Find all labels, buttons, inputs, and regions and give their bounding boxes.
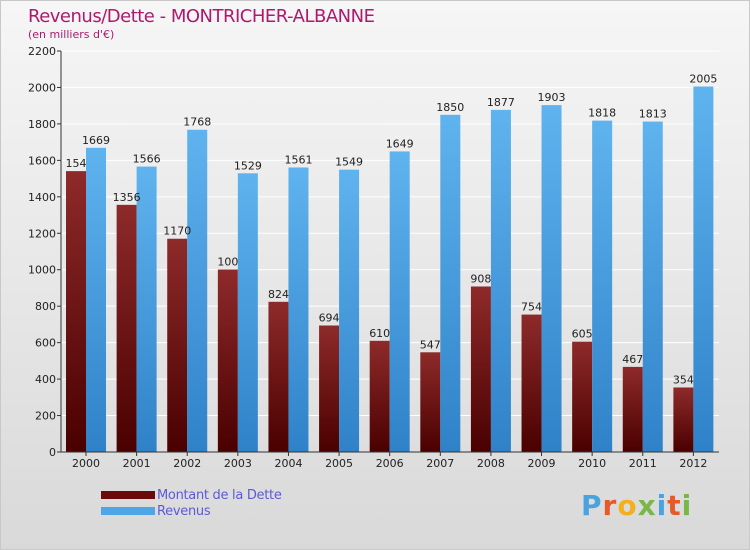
bar-revenue: [187, 129, 208, 452]
data-label-revenue: 1561: [284, 153, 312, 166]
logo-letter: x: [637, 489, 657, 522]
data-label-debt: 467: [622, 353, 643, 366]
bar-debt: [369, 340, 390, 452]
bar-debt: [66, 171, 86, 452]
x-tick-label: 2005: [325, 457, 353, 470]
data-label-debt: 908: [470, 272, 491, 285]
logo-letter: r: [602, 489, 618, 522]
y-tick-label: 1400: [28, 191, 56, 204]
y-tick-label: 1200: [28, 227, 56, 240]
data-label-debt: 354: [673, 373, 694, 386]
bar-revenue: [136, 166, 157, 452]
data-label-revenue: 1529: [234, 159, 262, 172]
logo-letter: i: [656, 489, 668, 522]
data-labels: 154 1669 1356 1566 1170 1768 100 1529 824 1561 694…: [66, 73, 718, 387]
legend-swatch-debt: [101, 491, 155, 499]
data-label-revenue: 2005: [689, 73, 717, 86]
data-label-debt: 1170: [163, 225, 191, 238]
x-tick-label: 2002: [173, 457, 201, 470]
bar-revenue: [440, 114, 461, 452]
logo-letter: o: [617, 489, 638, 522]
x-tick-label: 2004: [274, 457, 302, 470]
bars: [66, 86, 714, 453]
proxiti-logo: Proxiti: [581, 489, 692, 522]
x-tick-label: 2006: [376, 457, 404, 470]
x-tick-label: 2010: [578, 457, 606, 470]
chart-title: Revenus/Dette - MONTRICHER-ALBANNE: [28, 6, 375, 27]
y-tick-label: 1000: [28, 264, 56, 277]
bar-debt: [167, 238, 188, 452]
bar-revenue: [339, 169, 360, 452]
data-label-debt: 694: [319, 312, 340, 325]
logo-letter: P: [581, 489, 603, 522]
bar-revenue: [389, 151, 410, 453]
legend: Montant de la Dette Revenus: [101, 487, 282, 519]
logo-letter: t: [667, 489, 682, 522]
bar-debt: [420, 352, 441, 452]
data-label-revenue: 1566: [133, 153, 161, 166]
bar-revenue: [237, 173, 258, 452]
data-label-revenue: 1549: [335, 156, 363, 169]
y-tick-label: 2200: [28, 45, 56, 58]
y-tick-label: 800: [35, 300, 56, 313]
x-tick-label: 2003: [224, 457, 252, 470]
y-tick-label: 200: [35, 410, 56, 423]
chart-subtitle: (en milliers d'€): [28, 28, 115, 41]
bar-debt: [673, 387, 694, 452]
bar-debt: [622, 366, 643, 452]
legend-item-revenue: Revenus: [101, 503, 282, 519]
bar-revenue: [592, 120, 613, 453]
x-tick-label: 2011: [629, 457, 657, 470]
x-tick-label: 2008: [477, 457, 505, 470]
bar-revenue: [288, 167, 309, 452]
data-label-revenue: 1818: [588, 107, 616, 120]
bar-debt: [116, 204, 137, 452]
legend-label-debt: Montant de la Dette: [157, 487, 282, 503]
logo-letter: i: [681, 489, 693, 522]
bar-revenue: [693, 86, 714, 452]
data-label-revenue: 1768: [183, 116, 211, 129]
data-label-debt: 824: [268, 288, 289, 301]
y-tick-label: 1800: [28, 118, 56, 131]
bar-revenue: [642, 121, 663, 452]
bar-debt: [470, 286, 491, 452]
y-tick-label: 600: [35, 337, 56, 350]
axes: 0 200 400 600 800 1000 1200 1400 1600 1800 2000 220…: [28, 45, 719, 470]
bar-revenue: [490, 109, 511, 453]
legend-item-debt: Montant de la Dette: [101, 487, 282, 503]
data-label-revenue: 1813: [639, 108, 667, 121]
bar-debt: [217, 269, 238, 452]
bar-debt: [268, 301, 289, 452]
x-tick-label: 2000: [72, 457, 100, 470]
y-tick-label: 400: [35, 373, 56, 386]
data-label-revenue: 1850: [436, 101, 464, 114]
legend-label-revenue: Revenus: [157, 503, 211, 519]
legend-swatch-revenue: [101, 507, 155, 515]
y-tick-label: 2000: [28, 81, 56, 94]
data-label-debt: 547: [420, 338, 441, 351]
data-label-revenue: 1903: [538, 91, 566, 104]
data-label-debt: 1356: [113, 191, 141, 204]
data-label-revenue: 1649: [386, 137, 414, 150]
data-label-revenue: 1669: [82, 134, 110, 147]
data-label-debt: 754: [521, 301, 542, 314]
y-tick-label: 0: [49, 446, 56, 459]
x-tick-label: 2001: [123, 457, 151, 470]
data-label-debt: 610: [369, 327, 390, 340]
bar-debt: [521, 314, 542, 452]
data-label-debt: 605: [572, 328, 593, 341]
y-tick-label: 1600: [28, 154, 56, 167]
bar-revenue: [86, 147, 106, 453]
data-label-revenue: 1877: [487, 96, 515, 109]
x-tick-label: 2007: [426, 457, 454, 470]
bar-revenue: [541, 105, 562, 452]
x-tick-label: 2009: [528, 457, 556, 470]
bar-debt: [572, 341, 593, 452]
bar-debt: [319, 325, 340, 452]
x-tick-label: 2012: [679, 457, 707, 470]
data-label-debt: 154: [66, 157, 87, 170]
data-label-debt: 100: [217, 256, 238, 269]
